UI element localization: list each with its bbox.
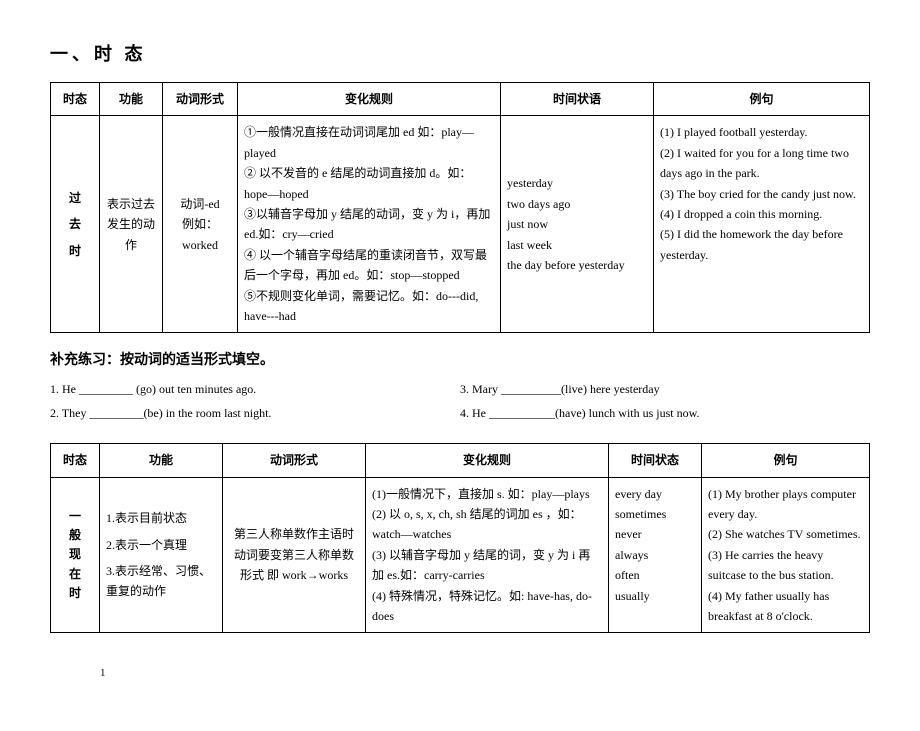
section-heading: 一、时 态 bbox=[50, 40, 870, 66]
t1-examples: (1) I played football yesterday. (2) I w… bbox=[654, 116, 870, 333]
t2-tense: 一 般 现 在 时 bbox=[51, 477, 100, 633]
func-line: 1.表示目前状态 bbox=[106, 508, 216, 528]
rule-line: ③以辅音字母加 y 结尾的动词，变 y 为 i，再加 ed.如：cry—crie… bbox=[244, 204, 494, 245]
t1-tense: 过 去 时 bbox=[51, 116, 100, 333]
example-line: (2) I waited for you for a long time two… bbox=[660, 143, 863, 184]
func-line: 3.表示经常、习惯、重复的动作 bbox=[106, 561, 216, 602]
t2-verbform: 第三人称单数作主语时动词要变第三人称单数形式 即 work→works bbox=[223, 477, 366, 633]
t2-h-function: 功能 bbox=[100, 444, 223, 477]
rule-line: (1)一般情况下，直接加 s. 如：play—plays bbox=[372, 484, 602, 504]
tense-table-present: 时态 功能 动词形式 变化规则 时间状态 例句 一 般 现 在 时 1.表示目前… bbox=[50, 443, 870, 633]
tense-char: 在 bbox=[57, 565, 93, 584]
rule-line: ④ 以一个辅音字母结尾的重读闭音节，双写最后一个字母，再加 ed。如：stop—… bbox=[244, 245, 494, 286]
exercise-heading: 补充练习：按动词的适当形式填空。 bbox=[50, 349, 870, 369]
t2-h-time: 时间状态 bbox=[609, 444, 702, 477]
t2-function: 1.表示目前状态 2.表示一个真理 3.表示经常、习惯、重复的动作 bbox=[100, 477, 223, 633]
time-line: the day before yesterday bbox=[507, 255, 647, 275]
t2-time: every day sometimes never always often u… bbox=[609, 477, 702, 633]
time-line: often bbox=[615, 565, 695, 585]
time-line: two days ago bbox=[507, 194, 647, 214]
t2-rules: (1)一般情况下，直接加 s. 如：play—plays (2) 以 o, s,… bbox=[366, 477, 609, 633]
t1-h-verbform: 动词形式 bbox=[163, 83, 238, 116]
tense-char: 一 bbox=[57, 507, 93, 526]
rule-line: (4) 特殊情况，特殊记忆。如: have-has, do-does bbox=[372, 586, 602, 627]
tense-char: 时 bbox=[57, 584, 93, 603]
table-row: 一 般 现 在 时 1.表示目前状态 2.表示一个真理 3.表示经常、习惯、重复… bbox=[51, 477, 870, 633]
t1-h-function: 功能 bbox=[100, 83, 163, 116]
time-line: last week bbox=[507, 235, 647, 255]
tense-char: 般 bbox=[57, 526, 93, 545]
func-line: 2.表示一个真理 bbox=[106, 535, 216, 555]
tense-table-past: 时态 功能 动词形式 变化规则 时间状语 例句 过 去 时 表示过去发生的动作 … bbox=[50, 82, 870, 333]
t1-h-rules: 变化规则 bbox=[238, 83, 501, 116]
example-line: (5) I did the homework the day before ye… bbox=[660, 224, 863, 265]
exercise-item: 3. Mary __________(live) here yesterday bbox=[460, 377, 870, 401]
example-line: (2) She watches TV sometimes. bbox=[708, 524, 863, 544]
time-line: just now bbox=[507, 214, 647, 234]
exercise-block: 1. He _________ (go) out ten minutes ago… bbox=[50, 377, 870, 425]
t1-h-tense: 时态 bbox=[51, 83, 100, 116]
rule-line: (3) 以辅音字母加 y 结尾的词，变 y 为 i 再加 es.如：carry-… bbox=[372, 545, 602, 586]
t1-verbform: 动词-ed 例如： worked bbox=[163, 116, 238, 333]
t2-h-examples: 例句 bbox=[702, 444, 870, 477]
time-line: yesterday bbox=[507, 173, 647, 193]
t1-rules: ①一般情况直接在动词词尾加 ed 如：play—played ② 以不发音的 e… bbox=[238, 116, 501, 333]
time-line: every day bbox=[615, 484, 695, 504]
t2-examples: (1) My brother plays computer every day.… bbox=[702, 477, 870, 633]
t1-h-time: 时间状语 bbox=[501, 83, 654, 116]
t1-time: yesterday two days ago just now last wee… bbox=[501, 116, 654, 333]
example-line: (3) The boy cried for the candy just now… bbox=[660, 184, 863, 204]
time-line: always bbox=[615, 545, 695, 565]
tense-char: 现 bbox=[57, 545, 93, 564]
exercise-item: 4. He ___________(have) lunch with us ju… bbox=[460, 401, 870, 425]
table-row: 过 去 时 表示过去发生的动作 动词-ed 例如： worked ①一般情况直接… bbox=[51, 116, 870, 333]
example-line: (4) I dropped a coin this morning. bbox=[660, 204, 863, 224]
t1-tense-text: 时 bbox=[57, 238, 93, 264]
t2-h-tense: 时态 bbox=[51, 444, 100, 477]
rule-line: ①一般情况直接在动词词尾加 ed 如：play—played bbox=[244, 122, 494, 163]
rule-line: (2) 以 o, s, x, ch, sh 结尾的词加 es ，如：watch—… bbox=[372, 504, 602, 545]
exercise-item: 1. He _________ (go) out ten minutes ago… bbox=[50, 377, 460, 401]
t2-h-rules: 变化规则 bbox=[366, 444, 609, 477]
time-line: never bbox=[615, 524, 695, 544]
t2-h-verbform: 动词形式 bbox=[223, 444, 366, 477]
example-line: (3) He carries the heavy suitcase to the… bbox=[708, 545, 863, 586]
t1-h-examples: 例句 bbox=[654, 83, 870, 116]
time-line: sometimes bbox=[615, 504, 695, 524]
t1-tense-text: 去 bbox=[57, 211, 93, 237]
example-line: (1) My brother plays computer every day. bbox=[708, 484, 863, 525]
t1-tense-text: 过 bbox=[57, 185, 93, 211]
exercise-item: 2. They _________(be) in the room last n… bbox=[50, 401, 460, 425]
rule-line: ② 以不发音的 e 结尾的动词直接加 d。如：hope—hoped bbox=[244, 163, 494, 204]
rule-line: ⑤不规则变化单词，需要记忆。如：do---did, have---had bbox=[244, 286, 494, 327]
example-line: (1) I played football yesterday. bbox=[660, 122, 863, 142]
example-line: (4) My father usually has breakfast at 8… bbox=[708, 586, 863, 627]
time-line: usually bbox=[615, 586, 695, 606]
page-number: 1 bbox=[100, 667, 106, 679]
t1-function: 表示过去发生的动作 bbox=[100, 116, 163, 333]
